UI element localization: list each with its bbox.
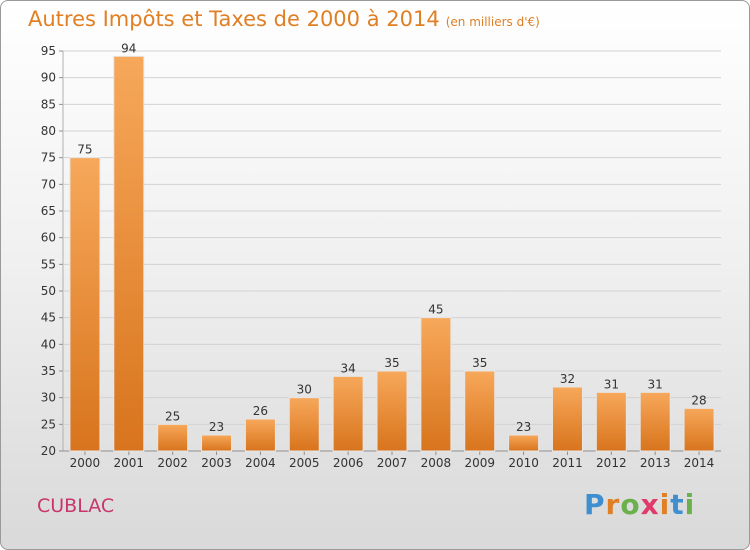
data-label: 34 <box>340 361 355 375</box>
x-tick-label: 2005 <box>289 456 320 470</box>
y-tick-label: 50 <box>41 284 56 298</box>
y-tick-label: 60 <box>41 231 56 245</box>
x-tick-label: 2002 <box>157 456 188 470</box>
y-tick-label: 45 <box>41 311 56 325</box>
logo-letter: r <box>605 488 621 521</box>
title-text: Autres Impôts et Taxes de 2000 à 2014 <box>28 7 440 31</box>
bar <box>69 157 101 452</box>
y-tick-label: 85 <box>41 97 56 111</box>
data-label: 35 <box>472 356 487 370</box>
chart-title: Autres Impôts et Taxes de 2000 à 2014 (en… <box>28 7 540 31</box>
bar <box>639 391 671 452</box>
y-tick-label: 55 <box>41 257 56 271</box>
labels: 20 25 30 35 40 45 50 55 60 65 70 75 80 85 90 95 75 2000 94… <box>41 41 715 470</box>
bar <box>244 418 276 452</box>
logo-letter: i <box>659 488 671 521</box>
logo-letter: x <box>640 488 660 521</box>
data-label: 75 <box>77 143 92 157</box>
logo-letter: t <box>670 488 685 521</box>
x-tick-label: 2012 <box>596 456 627 470</box>
bar <box>332 375 364 452</box>
data-label: 25 <box>165 409 180 423</box>
data-label: 23 <box>209 420 224 434</box>
x-tick-label: 2000 <box>70 456 101 470</box>
bar <box>683 407 715 452</box>
y-tick-label: 30 <box>41 391 56 405</box>
bar <box>464 370 496 452</box>
bar <box>508 434 540 452</box>
data-label: 94 <box>121 41 136 55</box>
x-tick-label: 2001 <box>114 456 145 470</box>
bar <box>288 397 320 452</box>
bar <box>595 391 627 452</box>
x-tick-label: 2008 <box>421 456 452 470</box>
data-label: 28 <box>691 393 706 407</box>
y-tick-label: 35 <box>41 364 56 378</box>
logo-letter: i <box>684 488 696 521</box>
data-label: 35 <box>384 356 399 370</box>
data-label: 32 <box>560 372 575 386</box>
x-tick-label: 2007 <box>377 456 408 470</box>
x-tick-label: 2011 <box>552 456 583 470</box>
data-label: 45 <box>428 303 443 317</box>
data-label: 30 <box>297 383 312 397</box>
bar <box>376 370 408 452</box>
bar <box>420 317 452 452</box>
y-tick-label: 80 <box>41 124 56 138</box>
x-tick-label: 2006 <box>333 456 364 470</box>
y-tick-label: 70 <box>41 177 56 191</box>
bar <box>157 423 189 452</box>
y-tick-label: 65 <box>41 204 56 218</box>
x-tick-label: 2010 <box>508 456 539 470</box>
y-tick-label: 95 <box>41 44 56 58</box>
data-label: 31 <box>604 377 619 391</box>
bar <box>201 434 233 452</box>
x-tick-label: 2014 <box>684 456 715 470</box>
y-tick-label: 40 <box>41 337 56 351</box>
x-tick-label: 2004 <box>245 456 276 470</box>
place-name: CUBLAC <box>37 495 115 517</box>
y-tick-label: 75 <box>41 151 56 165</box>
data-label: 23 <box>516 420 531 434</box>
bar <box>113 55 145 452</box>
y-tick-label: 25 <box>41 417 56 431</box>
logo-letter: o <box>620 488 641 521</box>
y-tick-label: 90 <box>41 71 56 85</box>
logo-letter: P <box>584 488 606 521</box>
x-tick-label: 2009 <box>464 456 495 470</box>
proxiti-logo: Proxiti <box>584 488 695 521</box>
y-tick-label: 20 <box>41 444 56 458</box>
bar <box>551 386 583 452</box>
x-tick-label: 2013 <box>640 456 671 470</box>
x-tick-label: 2003 <box>201 456 232 470</box>
data-label: 26 <box>253 404 268 418</box>
bars <box>69 55 715 452</box>
title-unit: (en milliers d'€) <box>445 15 540 29</box>
data-label: 31 <box>648 377 663 391</box>
